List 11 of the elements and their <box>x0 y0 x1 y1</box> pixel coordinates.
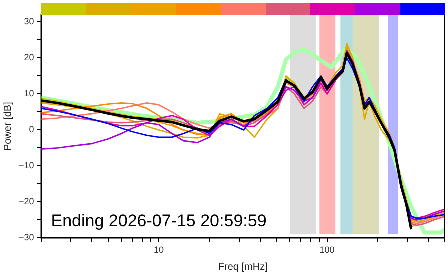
x-axis-title: Freq [mHz] <box>218 262 268 273</box>
y-tick-label: 30 <box>24 16 34 27</box>
y-tick-label: 10 <box>24 88 34 99</box>
y-tick-label: 0 <box>29 124 34 135</box>
y-tick-label: −20 <box>18 196 34 207</box>
y-tick-label: −30 <box>18 232 34 243</box>
y-axis-title: Power [dB] <box>2 102 14 152</box>
y-tick-label: 20 <box>24 52 34 63</box>
annotation: Ending 2026-07-15 20:59:59 <box>51 211 267 230</box>
y-tick-label: −10 <box>18 160 34 171</box>
x-tick-label: 100 <box>320 245 335 256</box>
